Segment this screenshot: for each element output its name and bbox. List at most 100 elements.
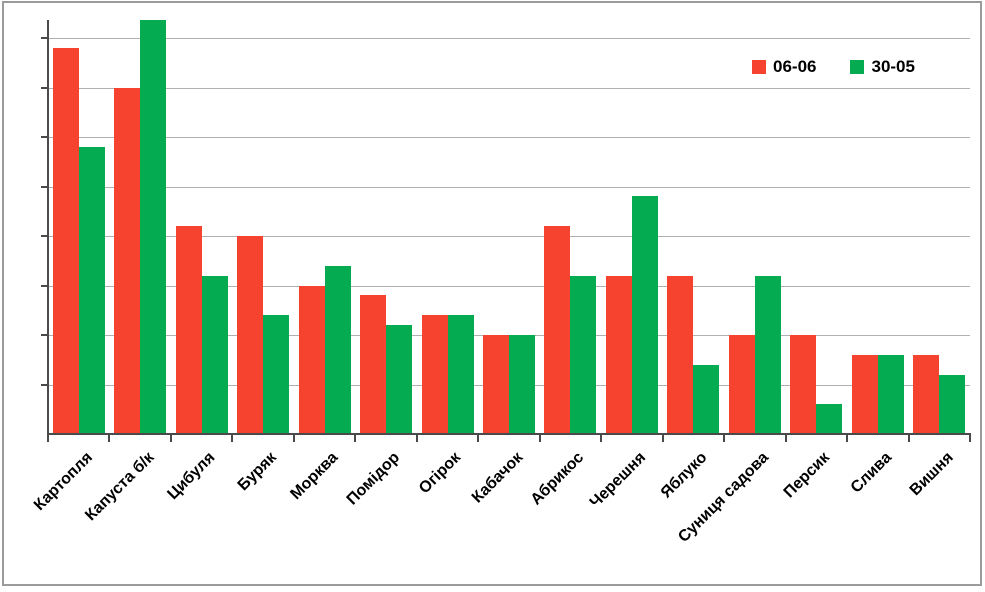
bar-06-06 [667,275,694,434]
gridline [48,236,970,237]
y-tick [41,235,48,237]
bar-group [847,20,908,434]
legend-label: 06-06 [773,57,817,76]
y-tick [41,37,48,39]
bar-06-06 [175,226,202,434]
y-tick [41,284,48,287]
bar-30-05 [201,275,228,434]
legend: 06-06 30-05 [752,57,915,77]
legend-swatch [850,60,865,74]
x-tick [538,433,541,442]
bar-group [724,20,785,434]
x-tick [415,433,418,442]
bar-30-05 [816,404,843,434]
legend-swatch [752,60,766,74]
x-tick [661,433,664,442]
legend-item: 30-05 [850,57,915,77]
bar-06-06 [851,354,878,434]
bar-series-container [48,20,970,434]
x-tick [292,433,295,442]
x-axis-label: Огірок [416,449,465,498]
bar-group [663,20,724,434]
bar-group [355,20,416,434]
bar-group [294,20,355,434]
bar-06-06 [114,87,141,434]
x-axis-label: Персик [781,449,834,502]
gridline [48,186,970,188]
bar-30-05 [631,196,658,434]
bar-06-06 [52,47,79,434]
bar-30-05 [877,354,904,434]
x-axis-label: Вишня [906,449,957,500]
y-axis-line [47,20,49,435]
x-tick [969,433,971,442]
x-axis-label: Слива [847,449,895,497]
bar-group [540,20,601,434]
bar-group [171,20,232,434]
bar-30-05 [263,315,290,434]
bar-group [417,20,478,434]
bar-30-05 [140,20,167,434]
y-tick [41,136,48,138]
bar-group [478,20,539,434]
bar-06-06 [913,354,940,434]
bar-30-05 [693,364,720,434]
bar-group [601,20,662,434]
y-tick [41,383,48,386]
x-axis-label: Картопля [30,449,96,515]
bar-06-06 [237,236,264,434]
gridline [48,285,970,287]
x-tick [477,433,480,442]
x-axis-label: Черешня [586,449,649,512]
bar-06-06 [790,335,817,434]
x-axis-label: Цибуля [164,449,219,504]
x-axis-label: Абрикос [528,449,588,509]
legend-item: 06-06 [752,57,816,77]
bar-06-06 [605,275,632,434]
bar-06-06 [483,335,510,434]
y-tick [41,185,48,188]
x-tick [231,433,234,442]
bar-06-06 [421,315,448,434]
bar-06-06 [360,295,387,434]
y-tick [41,86,48,89]
gridline [48,137,970,138]
bar-30-05 [509,335,536,434]
x-axis-label: Кабачок [468,449,527,507]
gridline [48,38,970,39]
bar-group [909,20,970,434]
gridline [48,87,970,89]
bar-30-05 [324,265,351,434]
bar-06-06 [544,226,571,434]
x-tick [723,433,726,442]
bar-30-05 [754,275,781,434]
x-axis-line [47,433,970,435]
bar-30-05 [939,374,966,434]
bar-30-05 [570,275,597,434]
y-tick [41,334,48,336]
x-tick [169,433,172,442]
bar-06-06 [298,285,325,434]
bar-30-05 [386,325,413,434]
bar-group [48,20,109,434]
plot-area [48,20,970,434]
x-axis-label: Буряк [234,449,281,495]
bar-group [232,20,293,434]
bar-group [109,20,170,434]
bar-30-05 [78,146,105,434]
x-tick [907,433,910,442]
x-tick [47,433,49,442]
legend-label: 30-05 [871,57,915,76]
x-tick [108,433,111,442]
x-tick [846,433,849,442]
x-tick [600,433,603,442]
bar-30-05 [447,315,474,434]
x-axis-label: Яблуко [657,449,711,502]
bar-06-06 [728,335,755,434]
bar-group [786,20,847,434]
x-axis-label: Помідор [343,449,404,509]
x-tick [784,433,787,442]
x-tick [354,433,357,442]
x-axis-label: Морква [287,449,342,504]
